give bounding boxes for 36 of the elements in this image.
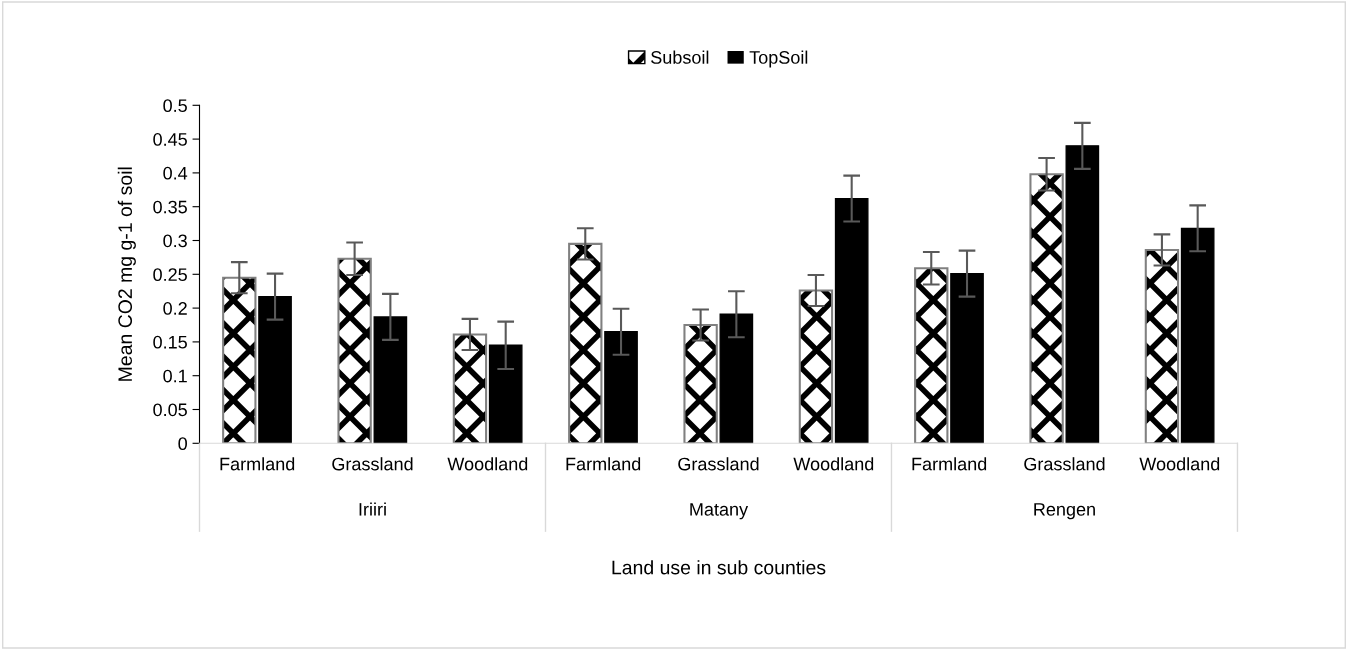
bar — [950, 272, 984, 444]
y-tick-label: 0.5 — [163, 99, 187, 113]
text: Rengen — [1034, 503, 1095, 520]
bar — [1180, 227, 1215, 444]
y-tick-label: 0.15 — [153, 335, 187, 349]
x-tick-label: Woodland — [1139, 457, 1220, 471]
text: Matany — [690, 503, 749, 520]
x-tick-label: Farmland — [220, 457, 295, 471]
x-tick-label: Woodland — [447, 457, 528, 471]
bar — [834, 197, 869, 444]
x-axis-title: Land use in sub counties — [612, 560, 826, 575]
bar — [258, 295, 292, 444]
y-tick-label: 0.05 — [153, 403, 187, 417]
bar — [719, 313, 754, 444]
y-tick-label: 0.3 — [163, 234, 187, 248]
y-tick-label: 0.1 — [163, 369, 187, 383]
x-tick-label: Grassland — [678, 457, 759, 471]
y-tick-label: 0.25 — [153, 268, 187, 282]
text: Iriiri — [359, 502, 386, 516]
y-tick-label: 0 — [178, 437, 187, 451]
x-tick-label: Grassland — [332, 457, 413, 471]
y-tick-label: 0.2 — [163, 302, 187, 315]
bar — [604, 331, 638, 444]
bar — [488, 344, 523, 444]
x-tick-label: Grassland — [1024, 457, 1105, 471]
bar — [373, 316, 408, 444]
y-tick-label: 0.45 — [153, 133, 187, 146]
y-axis-title: Mean CO2 mg g-1 of soil — [117, 167, 136, 381]
x-tick-label: Farmland — [912, 457, 987, 471]
legend-label: Subsoil — [651, 50, 709, 64]
y-tick-label: 0.4 — [163, 166, 188, 180]
y-tick-label: 0.35 — [153, 200, 187, 214]
legend-label: TopSoil — [749, 50, 808, 68]
bar — [1065, 145, 1100, 444]
x-tick-label: Woodland — [793, 457, 874, 471]
x-tick-label: Farmland — [566, 457, 641, 471]
